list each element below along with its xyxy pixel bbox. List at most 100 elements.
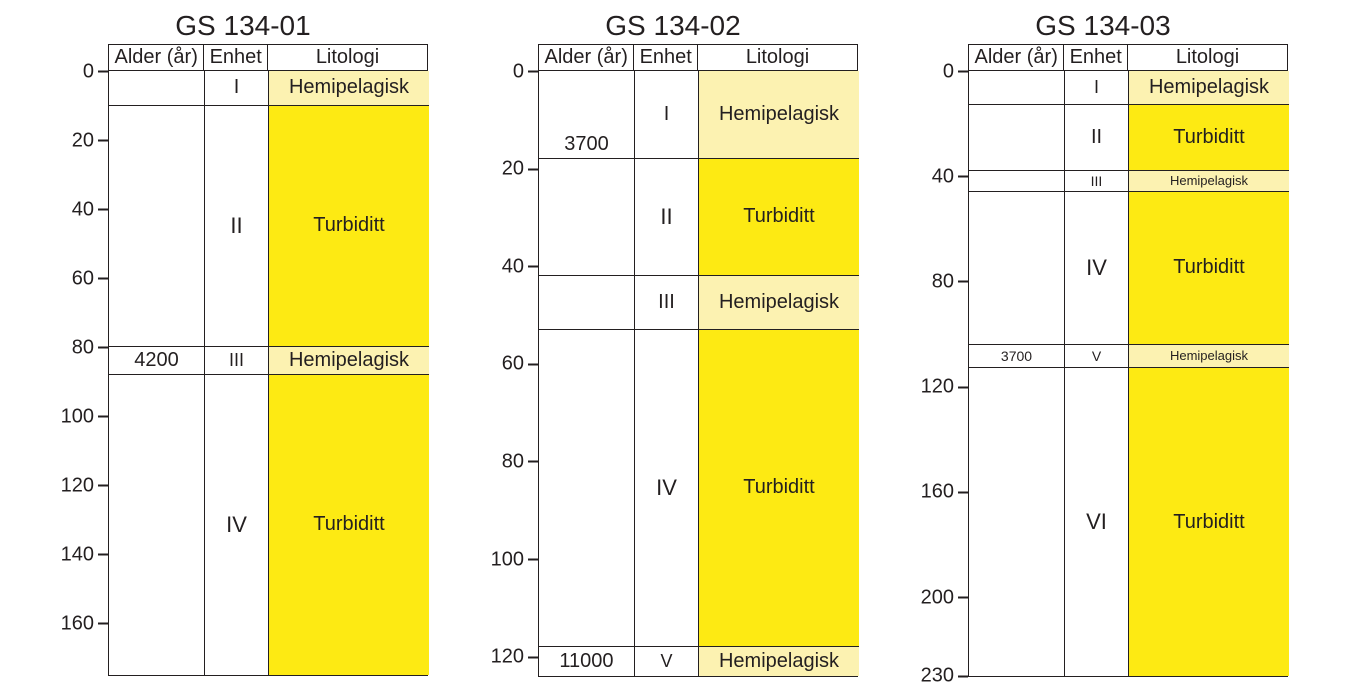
axis-tick-mark (528, 656, 538, 658)
age-cell (109, 106, 205, 347)
header-age: Alder (år) (539, 45, 634, 70)
lithology-cell: Hemipelagisk (1129, 71, 1289, 104)
axis-tick-mark (528, 71, 538, 73)
unit-row: 4200IIIHemipelagisk (109, 347, 429, 375)
unit-row: IIIHemipelagisk (969, 171, 1289, 192)
axis-tick: 140 (61, 543, 108, 566)
unit-row: IHemipelagisk (969, 71, 1289, 105)
axis-tick: 100 (491, 548, 538, 571)
log-header-row: Alder (år)EnhetLitologi (539, 45, 857, 71)
axis-tick: 100 (61, 405, 108, 428)
unit-cell: III (1065, 171, 1129, 191)
age-cell (969, 171, 1065, 191)
axis-tick-label: 120 (61, 474, 98, 497)
unit-row: IIIHemipelagisk (539, 276, 859, 330)
axis-tick-label: 120 (491, 646, 528, 669)
log-header-row: Alder (år)EnhetLitologi (969, 45, 1287, 71)
axis-tick: 160 (921, 481, 968, 504)
axis-tick-label: 20 (72, 129, 98, 152)
axis-tick-mark (958, 597, 968, 599)
unit-row: 3700IHemipelagisk (539, 71, 859, 159)
unit-cell: III (205, 347, 269, 374)
unit-cell: IV (635, 330, 699, 646)
header-age: Alder (år) (109, 45, 204, 70)
core-title: GS 134-01 (175, 10, 310, 42)
unit-row: IHemipelagisk (109, 71, 429, 106)
lithology-cell: Turbiditt (1129, 368, 1289, 676)
lithology-cell: Hemipelagisk (269, 71, 429, 105)
core-title: GS 134-03 (1035, 10, 1170, 42)
axis-tick-label: 100 (491, 548, 528, 571)
axis-tick-label: 80 (72, 336, 98, 359)
stratigraphic-log: Alder (år)EnhetLitologiIHemipelagiskIITu… (108, 44, 428, 676)
unit-row: 11000VHemipelagisk (539, 647, 859, 676)
core-panel-gs-134-02: GS 134-02020406080100120Alder (år)EnhetL… (488, 10, 858, 664)
axis-tick-mark (958, 491, 968, 493)
axis-tick-label: 0 (513, 60, 528, 83)
unit-cell: III (635, 276, 699, 329)
log-rows: IHemipelagiskIITurbidittIIIHemipelagiskI… (969, 71, 1289, 676)
axis-tick-mark (98, 485, 108, 487)
axis-tick-mark (958, 675, 968, 677)
axis-tick-label: 100 (61, 405, 98, 428)
log-header-row: Alder (år)EnhetLitologi (109, 45, 427, 71)
lithology-cell: Turbiditt (1129, 105, 1289, 170)
axis-tick-mark (958, 386, 968, 388)
lithology-cell: Hemipelagisk (699, 276, 859, 329)
lithology-cell: Turbiditt (269, 106, 429, 347)
lithology-cell: Turbiditt (699, 330, 859, 646)
age-cell: 11000 (539, 647, 635, 676)
unit-cell: I (1065, 71, 1129, 104)
axis-tick: 20 (502, 158, 538, 181)
axis-tick: 40 (932, 165, 968, 188)
lithology-cell: Hemipelagisk (1129, 171, 1289, 191)
unit-cell: II (205, 106, 269, 347)
axis-tick-label: 200 (921, 586, 958, 609)
axis-tick-label: 120 (921, 376, 958, 399)
axis-tick-mark (98, 416, 108, 418)
axis-tick-mark (528, 461, 538, 463)
axis-tick-label: 20 (502, 158, 528, 181)
unit-cell: II (635, 159, 699, 275)
axis-tick-label: 40 (72, 198, 98, 221)
core-body: 020406080100120Alder (år)EnhetLitologi37… (488, 44, 858, 678)
core-body: 04080120160200230Alder (år)EnhetLitologi… (918, 44, 1288, 678)
axis-tick-mark (98, 209, 108, 211)
axis-tick: 200 (921, 586, 968, 609)
unit-cell: I (635, 71, 699, 158)
axis-tick-label: 80 (502, 450, 528, 473)
age-cell (539, 330, 635, 646)
lithology-cell: Hemipelagisk (1129, 345, 1289, 368)
unit-row: IITurbiditt (969, 105, 1289, 171)
axis-tick-label: 160 (61, 612, 98, 635)
axis-tick-label: 0 (943, 60, 958, 83)
axis-tick: 0 (513, 60, 538, 83)
lithology-cell: Hemipelagisk (269, 347, 429, 374)
header-lith: Litologi (268, 45, 427, 70)
axis-tick: 60 (72, 267, 108, 290)
axis-tick: 80 (932, 270, 968, 293)
axis-tick-label: 40 (502, 255, 528, 278)
core-title: GS 134-02 (605, 10, 740, 42)
age-cell (109, 375, 205, 675)
axis-tick-mark (528, 168, 538, 170)
header-lith: Litologi (698, 45, 857, 70)
stratigraphic-log: Alder (år)EnhetLitologi3700IHemipelagisk… (538, 44, 858, 677)
core-body: 020406080100120140160Alder (år)EnhetLito… (58, 44, 428, 677)
depth-axis: 020406080100120140160 (58, 44, 108, 677)
axis-tick: 0 (943, 60, 968, 83)
stratigraphic-log: Alder (år)EnhetLitologiIHemipelagiskIITu… (968, 44, 1288, 677)
lithology-cell: Turbiditt (1129, 192, 1289, 344)
age-cell (539, 159, 635, 275)
age-cell (969, 368, 1065, 676)
depth-axis: 04080120160200230 (918, 44, 968, 678)
unit-row: 3700VHemipelagisk (969, 345, 1289, 369)
axis-tick: 20 (72, 129, 108, 152)
unit-cell: V (635, 647, 699, 676)
depth-axis: 020406080100120 (488, 44, 538, 678)
axis-tick: 80 (72, 336, 108, 359)
axis-tick-label: 230 (921, 665, 958, 688)
axis-tick-label: 40 (932, 165, 958, 188)
axis-tick: 40 (502, 255, 538, 278)
axis-tick-mark (528, 559, 538, 561)
